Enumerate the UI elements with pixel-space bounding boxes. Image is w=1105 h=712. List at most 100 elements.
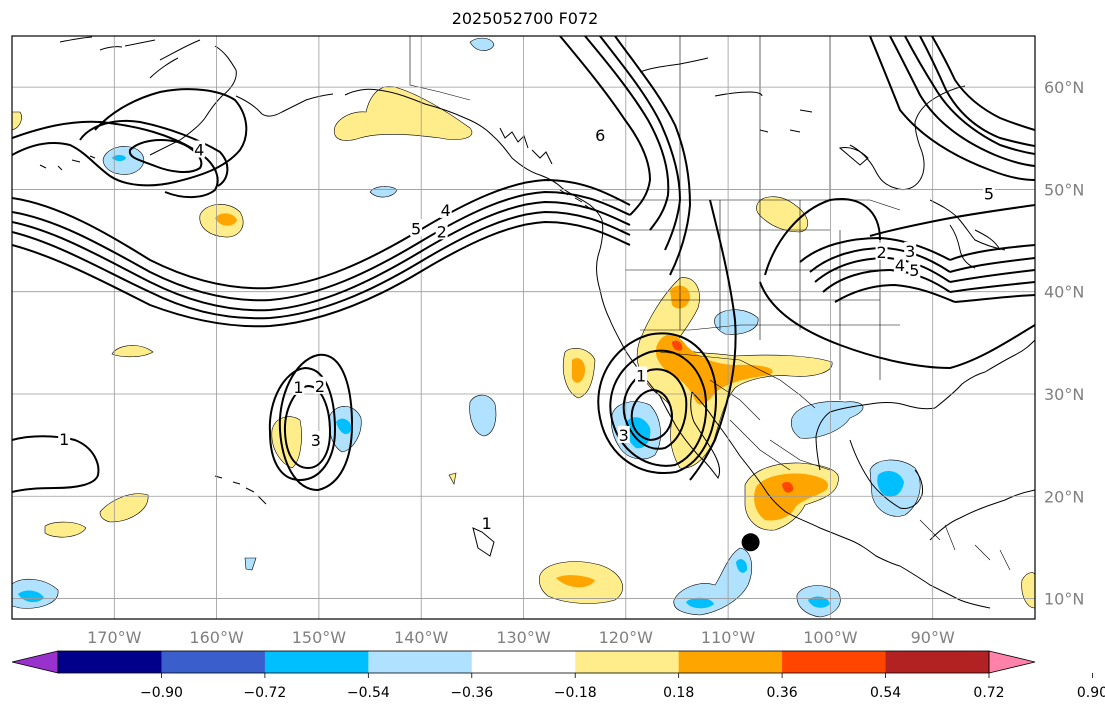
colorbar-extend-high <box>988 650 1036 674</box>
colorbar <box>11 650 1093 678</box>
contour-label: 5 <box>909 261 919 280</box>
shade-positive <box>672 340 683 351</box>
contour-label: 1 <box>636 367 646 386</box>
contour-label: 3 <box>311 431 321 450</box>
contour-label-bg <box>617 425 630 443</box>
contour-label: 5 <box>984 185 994 204</box>
lon-tick-label: 140°W <box>394 628 449 647</box>
colorbar-bin <box>678 651 783 673</box>
colorbar-bin <box>58 651 162 673</box>
shade-negative <box>336 418 352 435</box>
contour-label-bg <box>193 140 206 158</box>
shade-negative <box>808 596 830 608</box>
contours <box>12 36 1035 493</box>
lat-tick-label: 60°N <box>1044 78 1084 97</box>
contour-label-bg <box>875 242 888 260</box>
contour-label-bg <box>410 219 423 237</box>
shade-positive <box>44 521 87 538</box>
lat-tick-label: 40°N <box>1044 283 1084 302</box>
colorbar-tick-label: 0.18 <box>663 685 694 701</box>
contour-label: 2 <box>437 222 447 241</box>
shade-positive <box>556 575 595 588</box>
shade-positive <box>448 472 457 485</box>
contour-label-bg <box>904 241 917 259</box>
contour-label-bg <box>292 377 305 395</box>
contour-label-bg <box>309 431 322 449</box>
contour-label-bg <box>313 376 326 394</box>
contour-label: 2 <box>315 377 325 396</box>
contour-label: 4 <box>895 256 905 275</box>
lon-tick-label: 120°W <box>599 628 654 647</box>
colorbar-bin <box>471 651 576 673</box>
lat-tick-label: 30°N <box>1044 385 1084 404</box>
gridlines <box>12 36 1035 619</box>
shade-negative <box>469 37 495 51</box>
lat-tick-label: 20°N <box>1044 487 1084 506</box>
shade-positive <box>1021 572 1035 609</box>
colorbar-tick-label: 0.72 <box>973 685 1004 701</box>
shade-positive <box>333 86 473 141</box>
contour-label-bg <box>439 200 452 218</box>
shade-negative <box>18 590 44 603</box>
shade-negative <box>102 146 145 175</box>
shade-negative <box>686 597 714 609</box>
colorbar-bin <box>161 651 266 673</box>
contour-label: 3 <box>905 242 915 261</box>
lon-tick-label: 170°W <box>87 628 142 647</box>
lon-tick-label: 150°W <box>292 628 347 647</box>
contour-label-bg <box>635 366 648 384</box>
shade-positive <box>99 493 149 523</box>
anomaly-shading <box>12 37 1035 618</box>
shade-negative <box>244 557 257 571</box>
shade-positive <box>782 482 794 493</box>
contour-label-bg <box>480 513 493 531</box>
contour-label-bg <box>435 222 448 240</box>
lat-tick-label: 10°N <box>1044 590 1084 609</box>
lon-tick-label: 100°W <box>803 628 858 647</box>
colorbar-bin <box>368 651 473 673</box>
contour-label: 4 <box>441 201 451 220</box>
colorbar-outline <box>57 650 990 674</box>
shade-positive <box>215 213 237 226</box>
shade-negative <box>469 394 497 437</box>
latitude-tick-labels: 10°N 20°N 30°N 40°N 50°N 60°N <box>1044 78 1084 608</box>
contour-label: 1 <box>59 430 69 449</box>
contour-label: 3 <box>619 426 629 445</box>
colorbar-extend-low <box>11 650 59 674</box>
shade-negative <box>877 470 904 497</box>
contour-label-bg <box>594 126 607 144</box>
colorbar-bin <box>575 651 680 673</box>
colorbar-bin <box>885 651 990 673</box>
shade-positive <box>572 358 586 383</box>
map-title: 2025052700 F072 <box>451 9 599 28</box>
shade-negative <box>790 401 864 439</box>
colorbar-bin <box>782 651 887 673</box>
contour-label-bg <box>908 261 921 279</box>
shade-positive <box>655 334 773 405</box>
contour-label: 5 <box>411 219 421 238</box>
political-borders <box>409 36 1011 571</box>
contour-label-bg <box>58 429 71 447</box>
shade-negative <box>112 155 126 161</box>
colorbar-tick-label: −0.90 <box>140 685 183 701</box>
colorbar-bin <box>264 651 369 673</box>
colorbar-tick-labels: −0.90 −0.72 −0.54 −0.36 −0.18 0.18 0.36 0.54 0.7… <box>140 685 1105 701</box>
colorbar-tick-label: −0.18 <box>554 685 597 701</box>
colorbar-tick-label: −0.36 <box>450 685 493 701</box>
colorbar-tick-label: 0.90 <box>1077 685 1105 701</box>
longitude-tick-labels: 170°W 160°W 150°W 140°W 130°W 120°W 110°W 100°W… <box>87 628 955 647</box>
storm-position-marker <box>741 533 760 552</box>
coastlines <box>39 36 1035 609</box>
colorbar-tick-label: 0.36 <box>767 685 798 701</box>
contour-label: 2 <box>876 243 886 262</box>
shade-positive <box>754 473 829 521</box>
lon-tick-label: 90°W <box>911 628 955 647</box>
colorbar-tick-label: −0.54 <box>347 685 390 701</box>
lat-tick-label: 50°N <box>1044 180 1084 199</box>
contour-label: 6 <box>595 126 605 145</box>
contour-label: 1 <box>293 378 303 397</box>
shade-positive <box>111 345 154 358</box>
